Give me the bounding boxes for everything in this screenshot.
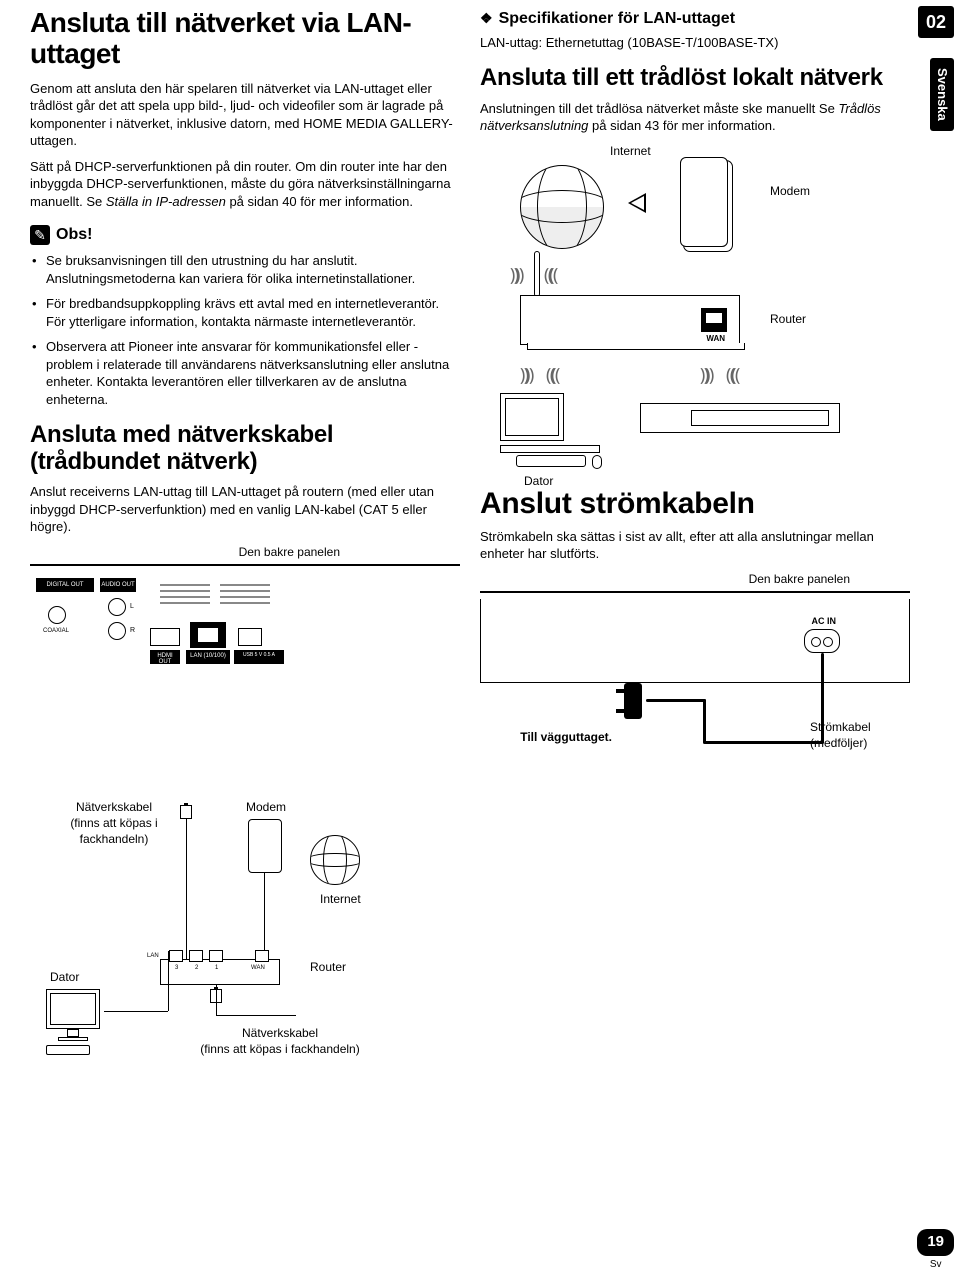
power-cord-label: Strömkabel (medföljer) xyxy=(810,719,900,751)
power-panel-diagram: AC IN Till vägguttaget. Strömkabel (medf… xyxy=(480,599,910,799)
wired-intro: Anslut receiverns LAN-uttag till LAN-utt… xyxy=(30,483,460,536)
wifi-waves-icon: ⸩⸩ xyxy=(550,363,560,387)
label-dator: Dator xyxy=(50,969,79,985)
antenna-icon xyxy=(534,251,540,297)
wifi-waves-icon: ⸩⸩ xyxy=(520,363,530,387)
cable-label-2: Nätverkskabel (finns att köpas i fackhan… xyxy=(190,1025,370,1057)
port-usb-label: USB 5 V 0.5 A xyxy=(234,650,284,664)
label-router: Router xyxy=(770,311,806,327)
rear-panel-caption-2: Den bakre panelen xyxy=(480,571,910,587)
rear-panel-diagram: DIGITAL OUT AUDIO OUT COAXIAL L R HDMI O… xyxy=(30,572,460,682)
heading-power: Anslut strömkabeln xyxy=(480,487,910,520)
note-row: ✎ Obs! xyxy=(30,224,460,246)
power-intro: Strömkabeln ska sättas i sist av allt, e… xyxy=(480,528,910,563)
bullet-item: Observera att Pioneer inte ansvarar för … xyxy=(30,338,460,408)
port-digital-out: DIGITAL OUT xyxy=(36,578,94,592)
right-column: ❖Specifikationer för LAN-uttaget LAN-utt… xyxy=(480,8,910,799)
page-number-badge: 19 Sv xyxy=(917,1229,954,1271)
port-usb xyxy=(238,628,262,646)
wan-label: WAN xyxy=(706,334,725,345)
wifi-waves-icon: ⸩⸩ xyxy=(510,263,520,287)
pencil-icon: ✎ xyxy=(30,225,50,245)
rj45-icon xyxy=(180,805,192,819)
plug-icon xyxy=(624,683,642,719)
diamond-icon: ❖ xyxy=(480,9,493,28)
wifi-waves-icon: ⸩⸩ xyxy=(730,363,740,387)
bullet-item: Se bruksanvisningen till den utrustning … xyxy=(30,252,460,287)
intro-text: Genom att ansluta den här spelaren till … xyxy=(30,80,460,150)
port-coaxial-label: COAXIAL xyxy=(34,628,78,638)
modem-icon xyxy=(248,819,282,873)
port-hdmi-label: HDMI OUT xyxy=(150,650,180,664)
page-number: 19 xyxy=(917,1229,954,1255)
label-internet: Internet xyxy=(610,143,651,159)
port-audio-out: AUDIO OUT xyxy=(100,578,136,592)
heading-wifi: Ansluta till ett trådlöst lokalt nätverk xyxy=(480,65,910,91)
note-label: Obs! xyxy=(56,224,92,246)
dhcp-text: Sätt på DHCP-serverfunktionen på din rou… xyxy=(30,158,460,211)
left-column: Ansluta till nätverket via LAN-uttaget G… xyxy=(30,8,460,799)
port-audio-l xyxy=(108,598,126,616)
globe-icon xyxy=(520,165,604,249)
wifi-waves-icon: ⸩⸩ xyxy=(548,263,558,287)
port-hdmi xyxy=(150,628,180,646)
wired-network-diagram: Nätverkskabel (finns att köpas i fackhan… xyxy=(30,799,930,1059)
receiver-box xyxy=(640,403,840,433)
bullet-item: För bredbandsuppkoppling krävs ett avtal… xyxy=(30,295,460,330)
wifi-intro: Anslutningen till det trådlösa nätverket… xyxy=(480,100,910,135)
page-lang: Sv xyxy=(917,1258,954,1272)
panel-outline xyxy=(480,599,910,683)
heading-wired: Ansluta med nätverkskabel (trådbundet nä… xyxy=(30,422,460,475)
ac-in-port xyxy=(804,629,840,653)
chapter-badge: 02 xyxy=(918,6,954,38)
language-tab: Svenska xyxy=(930,58,954,131)
label-modem: Modem xyxy=(770,183,810,199)
cable-label-1: Nätverkskabel (finns att köpas i fackhan… xyxy=(54,799,174,848)
port-coaxial-jack xyxy=(48,606,66,624)
router-icon: LAN 3 2 1 WAN xyxy=(160,959,280,985)
globe-icon xyxy=(310,835,360,885)
arrow-icon xyxy=(628,193,646,213)
label-router: Router xyxy=(310,959,346,975)
port-audio-r xyxy=(108,622,126,640)
wall-outlet-label: Till vägguttaget. xyxy=(520,729,612,745)
rear-panel-caption: Den bakre panelen xyxy=(30,544,460,560)
wifi-waves-icon: ⸩⸩ xyxy=(700,363,710,387)
modem-box xyxy=(680,157,728,247)
wifi-network-diagram: Internet Modem ⸩⸩ ⸩⸩ WAN Router ⸩⸩ ⸩⸩ ⸩⸩… xyxy=(480,143,910,463)
ac-in-label: AC IN xyxy=(812,615,837,627)
wan-port xyxy=(701,308,727,332)
computer-icon xyxy=(500,393,600,453)
router-box: WAN xyxy=(520,295,740,345)
divider xyxy=(480,591,910,593)
computer-icon xyxy=(46,989,100,1055)
spec-line: LAN-uttag: Ethernetuttag (10BASE-T/100BA… xyxy=(480,34,910,52)
label-internet: Internet xyxy=(320,891,361,907)
spec-heading: ❖Specifikationer för LAN-uttaget xyxy=(480,8,910,30)
port-lan-label: LAN (10/100) xyxy=(186,650,230,664)
label-dator: Dator xyxy=(524,473,553,489)
note-bullets: Se bruksanvisningen till den utrustning … xyxy=(30,252,460,408)
divider xyxy=(30,564,460,566)
heading-lan: Ansluta till nätverket via LAN-uttaget xyxy=(30,8,460,70)
label-modem: Modem xyxy=(246,799,286,815)
